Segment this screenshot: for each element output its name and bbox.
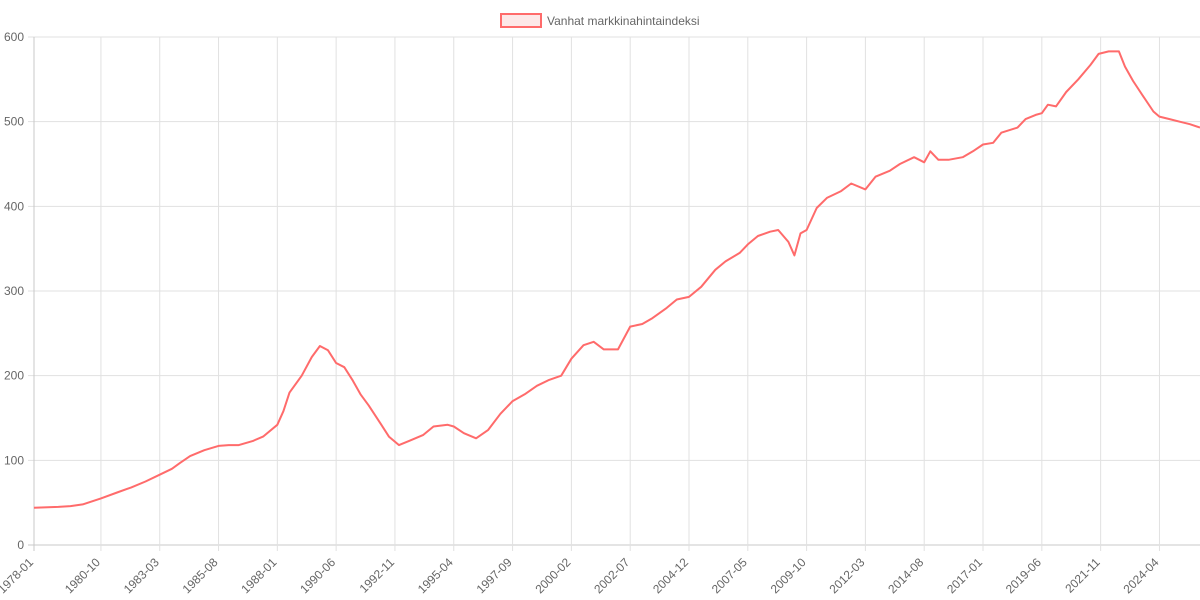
y-tick-label: 500 [4, 115, 24, 129]
x-tick-label: 2014-08 [885, 555, 926, 596]
x-tick-label: 1995-04 [415, 555, 456, 596]
x-tick-label: 1988-01 [238, 555, 279, 596]
y-tick-label: 100 [4, 453, 24, 467]
x-tick-label: 1992-11 [357, 555, 398, 596]
x-tick-label: 2004-12 [650, 555, 691, 596]
x-tick-label: 1978-01 [0, 555, 36, 596]
y-tick-label: 600 [4, 30, 24, 44]
x-tick-label: 2021-11 [1062, 555, 1103, 596]
y-tick-label: 200 [4, 369, 24, 383]
legend-swatch[interactable] [500, 13, 542, 28]
y-tick-label: 400 [4, 199, 24, 213]
x-tick-label: 1980-10 [62, 555, 103, 596]
x-tick-label: 1985-08 [180, 555, 221, 596]
y-tick-label: 300 [4, 284, 24, 298]
grid-layer [28, 36, 1200, 551]
x-tick-label: 2009-10 [768, 555, 809, 596]
x-tick-label: 2012-03 [826, 555, 867, 596]
x-tick-label: 2002-07 [591, 555, 632, 596]
series-line [33, 50, 1200, 509]
legend[interactable]: Vanhat markkinahintaindeksi [500, 13, 700, 28]
x-tick-label: 2019-06 [1003, 555, 1044, 596]
x-tick-label: 2007-05 [709, 555, 750, 596]
x-tick-label: 1990-06 [297, 555, 338, 596]
y-axis-ticks: 0 100 200 300 400 500 600 [4, 30, 24, 552]
x-tick-label: 1983-03 [121, 555, 162, 596]
x-tick-label: 2017-01 [944, 555, 985, 596]
y-tick-label: 0 [17, 538, 24, 552]
x-tick-label: 2000-02 [532, 555, 573, 596]
series-layer [33, 50, 1200, 509]
x-axis-ticks: 1978-01 1980-10 1983-03 1985-08 1988-01 1990-… [0, 555, 1162, 596]
legend-label[interactable]: Vanhat markkinahintaindeksi [547, 14, 700, 28]
x-tick-label: 1997-09 [474, 555, 515, 596]
x-tick-label: 2024-04 [1121, 555, 1162, 596]
